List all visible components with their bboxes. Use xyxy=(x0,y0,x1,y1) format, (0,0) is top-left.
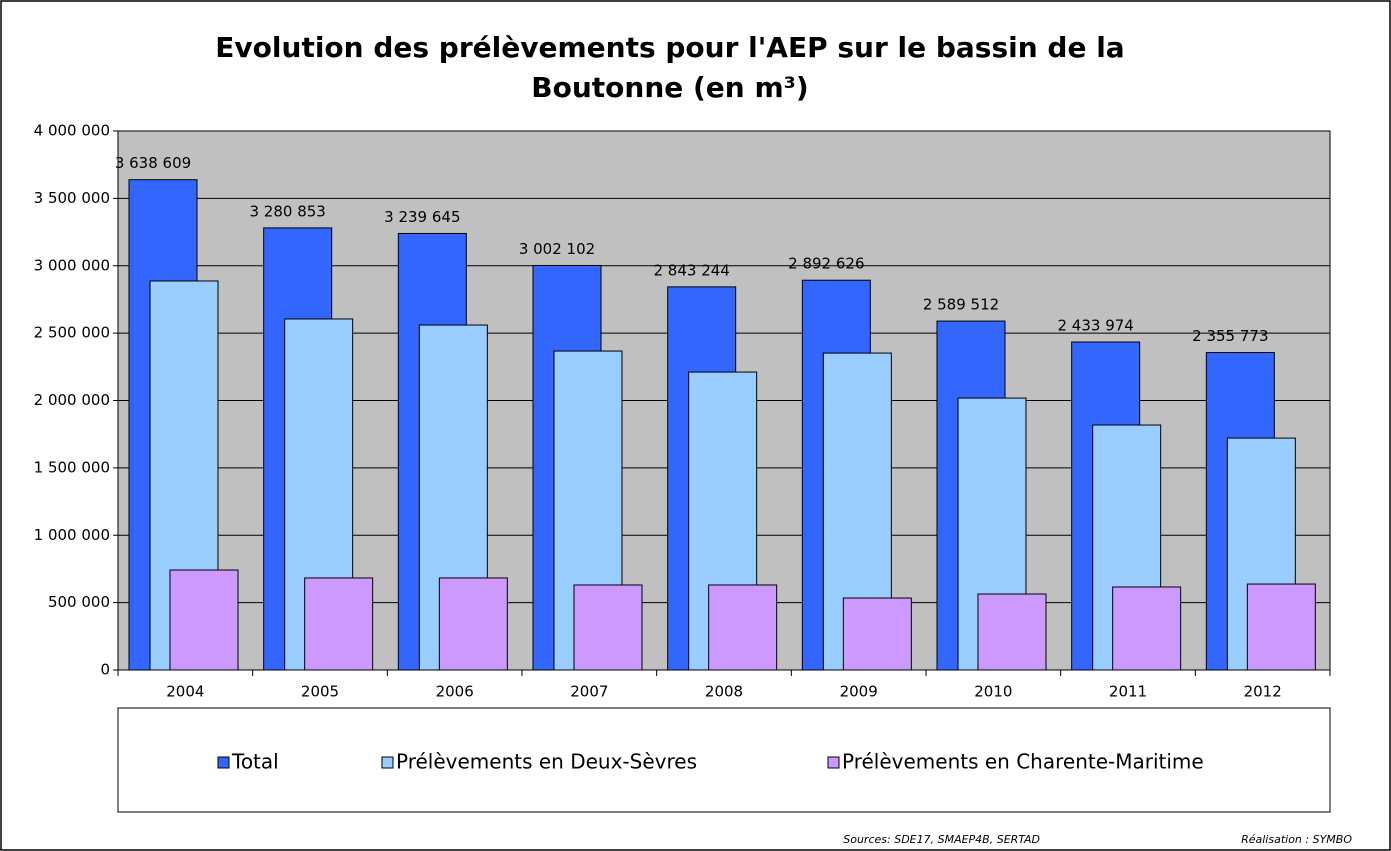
y-tick-label: 3 500 000 xyxy=(34,189,110,207)
value-label: 3 638 609 xyxy=(115,154,191,172)
value-label: 2 892 626 xyxy=(788,255,864,273)
bar xyxy=(977,593,1047,671)
bar xyxy=(438,577,508,671)
legend-label: Prélèvements en Charente-Maritime xyxy=(842,750,1204,774)
y-tick-label: 1 500 000 xyxy=(34,458,110,476)
bar xyxy=(304,577,374,671)
bar xyxy=(573,584,643,671)
x-tick-label: 2008 xyxy=(705,683,743,701)
value-label: 2 589 512 xyxy=(923,296,999,314)
legend-label: Prélèvements en Deux-Sèvres xyxy=(396,750,697,774)
x-tick-label: 2006 xyxy=(436,683,474,701)
x-tick-label: 2012 xyxy=(1244,683,1282,701)
value-label: 2 843 244 xyxy=(653,261,729,279)
value-label: 2 433 974 xyxy=(1057,317,1133,335)
value-label: 3 002 102 xyxy=(519,240,595,258)
chart-title: Evolution des prélèvements pour l'AEP su… xyxy=(215,31,1125,104)
y-tick-label: 4 000 000 xyxy=(34,122,110,140)
bar xyxy=(169,569,239,671)
bar xyxy=(708,584,778,671)
y-tick-label: 2 500 000 xyxy=(34,324,110,342)
legend-box xyxy=(117,707,1331,813)
y-tick-label: 1 000 000 xyxy=(34,526,110,544)
x-tick-label: 2004 xyxy=(166,683,204,701)
y-tick-label: 0 xyxy=(100,661,110,679)
legend-swatch xyxy=(381,756,394,769)
source: Sources: SDE17, SMAEP4B, SERTAD xyxy=(843,833,1040,846)
x-tick-label: 2010 xyxy=(974,683,1012,701)
y-tick-label: 2 000 000 xyxy=(34,391,110,409)
value-label: 2 355 773 xyxy=(1192,327,1268,345)
credit: Réalisation : SYMBO xyxy=(1241,833,1352,846)
y-tick-label: 3 000 000 xyxy=(34,256,110,274)
bar xyxy=(842,597,912,671)
legend-label: Total xyxy=(231,750,279,774)
value-label: 3 280 853 xyxy=(249,202,325,220)
bar xyxy=(1112,586,1182,671)
legend-swatch xyxy=(217,756,230,769)
x-tick-label: 2009 xyxy=(840,683,878,701)
value-label: 3 239 645 xyxy=(384,208,460,226)
x-tick-label: 2007 xyxy=(570,683,608,701)
legend-swatch xyxy=(827,756,840,769)
x-tick-label: 2011 xyxy=(1109,683,1147,701)
bar xyxy=(1246,583,1316,671)
y-tick-label: 500 000 xyxy=(48,593,110,611)
x-tick-label: 2005 xyxy=(301,683,339,701)
